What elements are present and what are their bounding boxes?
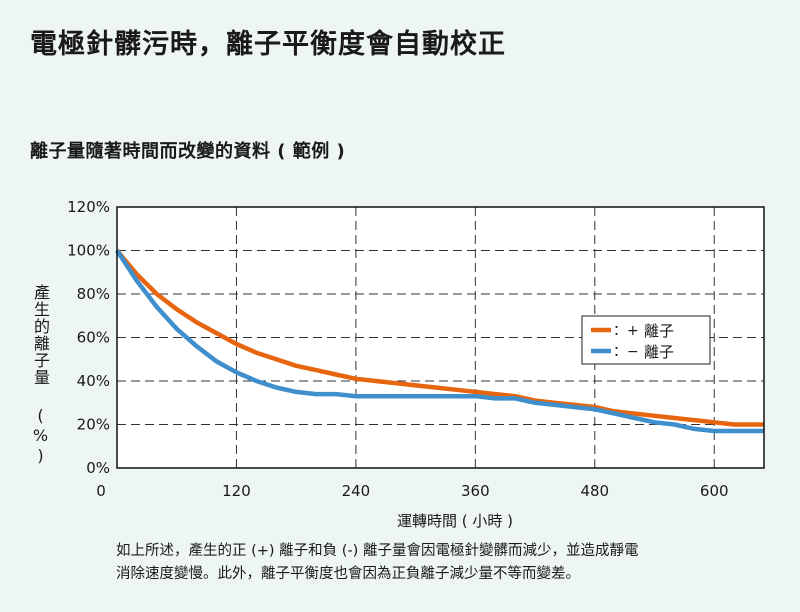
y-tick-label: 40% xyxy=(77,372,110,390)
positive-ion-line xyxy=(115,249,764,427)
legend-label: 離子 xyxy=(644,343,674,361)
caption: 如上所述，產生的正 (+) 離子和負 (-) 離子量會因電極針變髒而減少，並造成… xyxy=(116,540,776,586)
y-tick-label: 100% xyxy=(67,242,110,260)
legend-marker: ：− xyxy=(613,344,639,360)
x-tick-label: 600 xyxy=(700,482,729,500)
caption-line-2: 消除速度變慢。此外，離子平衡度也會因為正負離子減少量不等而變差。 xyxy=(116,566,580,582)
x-tick-label: 0 xyxy=(96,482,106,500)
y-tick-label: 120% xyxy=(67,198,110,216)
x-tick-label: 360 xyxy=(461,482,490,500)
legend-marker: ：+ xyxy=(613,323,639,339)
x-axis-label: 運轉時間 ( 小時 ) xyxy=(397,512,513,530)
ion-amount-chart: 0% 20% 40% 60% 80% 100% 120% 0 120 240 360 480 600 運轉… xyxy=(67,198,765,530)
y-tick-label: 60% xyxy=(77,329,110,347)
chart-title: 離子量隨著時間而改變的資料 ( 範例 ) xyxy=(30,141,346,162)
x-tick-label: 240 xyxy=(342,482,371,500)
y-axis-label: 產生的離子量 (%) xyxy=(31,284,50,466)
negative-ion-line xyxy=(115,249,764,434)
x-tick-label: 480 xyxy=(580,482,609,500)
caption-line-1: 如上所述，產生的正 (+) 離子和負 (-) 離子量會因電極針變髒而減少，並造成… xyxy=(116,543,639,559)
y-tick-label: 0% xyxy=(86,459,110,477)
page-title: 電極針髒污時，離子平衡度會自動校正 xyxy=(30,29,506,60)
legend-box xyxy=(581,315,711,365)
y-tick-label: 80% xyxy=(77,285,110,303)
x-tick-label: 120 xyxy=(222,482,251,500)
plot-frame xyxy=(116,206,765,469)
y-tick-label: 20% xyxy=(77,416,110,434)
legend-label: 離子 xyxy=(644,322,674,340)
